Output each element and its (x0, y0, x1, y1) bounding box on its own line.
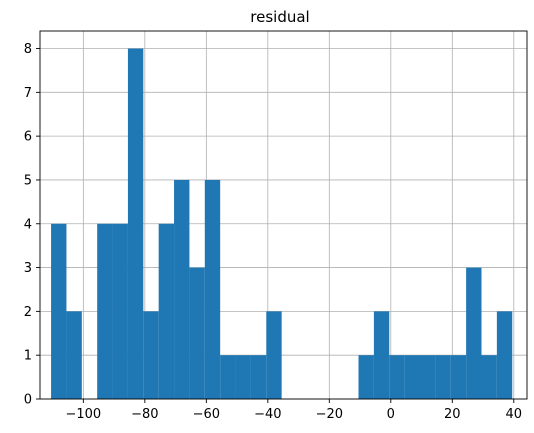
x-tick-label: 20 (444, 407, 461, 422)
histogram-bar (358, 355, 374, 399)
y-tick-label: 8 (24, 42, 32, 57)
histogram-bar (404, 355, 421, 399)
histogram-bar (220, 355, 236, 399)
histogram-bar (373, 311, 390, 399)
chart-title: residual (250, 8, 309, 26)
y-tick-label: 3 (24, 261, 32, 276)
histogram-bar (174, 179, 190, 399)
histogram-bar (435, 355, 451, 399)
histogram-bar (66, 311, 82, 399)
x-tick-label: −80 (131, 407, 158, 422)
y-tick-label: 7 (24, 86, 32, 101)
histogram-bar (51, 223, 67, 399)
histogram-bar (250, 355, 267, 399)
bars-layer (51, 48, 513, 400)
histogram-bar (420, 355, 436, 399)
plot-frame (39, 30, 528, 400)
x-tick-label: 40 (506, 407, 523, 422)
histogram-bar (127, 48, 144, 400)
histogram-bar (189, 267, 205, 399)
x-tick-label: −20 (316, 407, 343, 422)
y-tick-label: 4 (24, 217, 32, 232)
y-tick-label: 6 (24, 130, 32, 145)
y-tick-label: 0 (24, 393, 32, 408)
x-tick-label: 0 (387, 407, 395, 422)
histogram-bar (112, 223, 128, 399)
histogram-bar (235, 355, 251, 399)
histogram-bar (158, 223, 175, 399)
x-tick-label: −40 (254, 407, 281, 422)
histogram-bar (143, 311, 159, 399)
x-tick-label: −100 (65, 407, 101, 422)
histogram-bar (496, 311, 513, 399)
histogram-bar (204, 179, 221, 399)
y-tick-label: 1 (24, 349, 32, 364)
y-tick-label: 2 (24, 305, 32, 320)
histogram-bar (466, 267, 482, 399)
histogram-bar (481, 355, 497, 399)
ticks-layer: −100 −80 −60 −40 −20 0 20 40 0 1 2 3 4 5 6 7 8 (24, 42, 522, 422)
axes-frame (39, 30, 528, 400)
histogram-bar (389, 355, 405, 399)
histogram-bar (97, 223, 113, 399)
histogram-bar (450, 355, 467, 399)
x-tick-label: −60 (193, 407, 220, 422)
histogram-bar (266, 311, 282, 399)
y-tick-label: 5 (24, 173, 32, 188)
